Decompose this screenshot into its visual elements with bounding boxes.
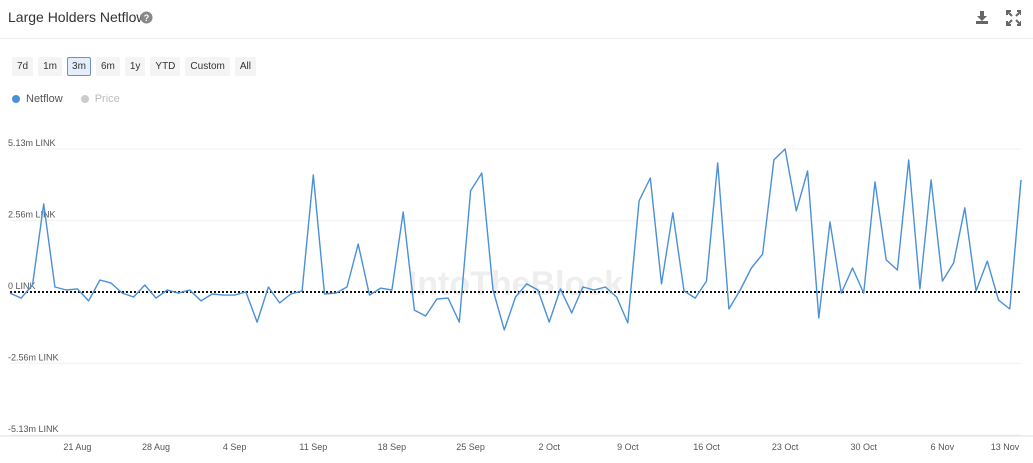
- range-button[interactable]: Custom: [185, 57, 230, 76]
- range-button[interactable]: 1y: [124, 57, 146, 76]
- x-tick-label: 6 Nov: [931, 442, 955, 452]
- range-button[interactable]: YTD: [150, 57, 181, 76]
- x-tick-label: 21 Aug: [63, 442, 91, 452]
- legend-label: Netflow: [26, 93, 63, 105]
- range-button[interactable]: 1m: [38, 57, 63, 76]
- range-button[interactable]: 3m: [67, 57, 91, 76]
- range-selector: 7d 1m 3m 6m 1y YTD Custom All: [12, 57, 256, 76]
- legend-item[interactable]: Netflow: [12, 93, 63, 105]
- toolbar-icons: [976, 10, 1021, 26]
- title: Large Holders Netflow: [8, 9, 147, 25]
- y-tick-label: 2.56m LINK: [8, 210, 56, 220]
- y-tick-label: 0 LINK: [8, 281, 36, 291]
- svg-text:?: ?: [144, 13, 150, 23]
- help-icon[interactable]: ?: [140, 11, 153, 24]
- y-tick-label: -2.56m LINK: [8, 352, 59, 362]
- x-tick-label: 25 Sep: [456, 442, 485, 452]
- download-icon[interactable]: [976, 11, 988, 24]
- legend-swatch: [80, 95, 89, 103]
- x-tick-label: 11 Sep: [299, 442, 327, 452]
- x-tick-label: 4 Sep: [223, 442, 247, 452]
- line-series: [9, 148, 1022, 331]
- expand-icon[interactable]: [1006, 10, 1021, 26]
- y-tick-label: 5.13m LINK: [8, 138, 56, 148]
- x-tick-label: 30 Oct: [850, 442, 877, 452]
- x-tick-label: 23 Oct: [772, 442, 799, 452]
- range-button[interactable]: All: [234, 57, 256, 76]
- x-tick-label: 18 Sep: [378, 442, 407, 452]
- y-tick-label: -5.13m LINK: [8, 424, 59, 434]
- x-tick-label: 16 Oct: [693, 442, 720, 452]
- x-tick-label: 9 Oct: [617, 442, 639, 452]
- legend-label: Price: [94, 93, 120, 105]
- legend-swatch: [12, 95, 20, 103]
- x-tick-label: 13 Nov: [991, 442, 1020, 452]
- x-tick-label: 2 Oct: [538, 442, 560, 452]
- range-button[interactable]: 6m: [95, 57, 120, 76]
- header-divider: [0, 38, 1033, 39]
- legend: Netflow Price: [12, 93, 120, 105]
- legend-item[interactable]: Price: [80, 93, 120, 105]
- x-tick-label: 28 Aug: [142, 442, 170, 452]
- range-button[interactable]: 7d: [12, 57, 34, 76]
